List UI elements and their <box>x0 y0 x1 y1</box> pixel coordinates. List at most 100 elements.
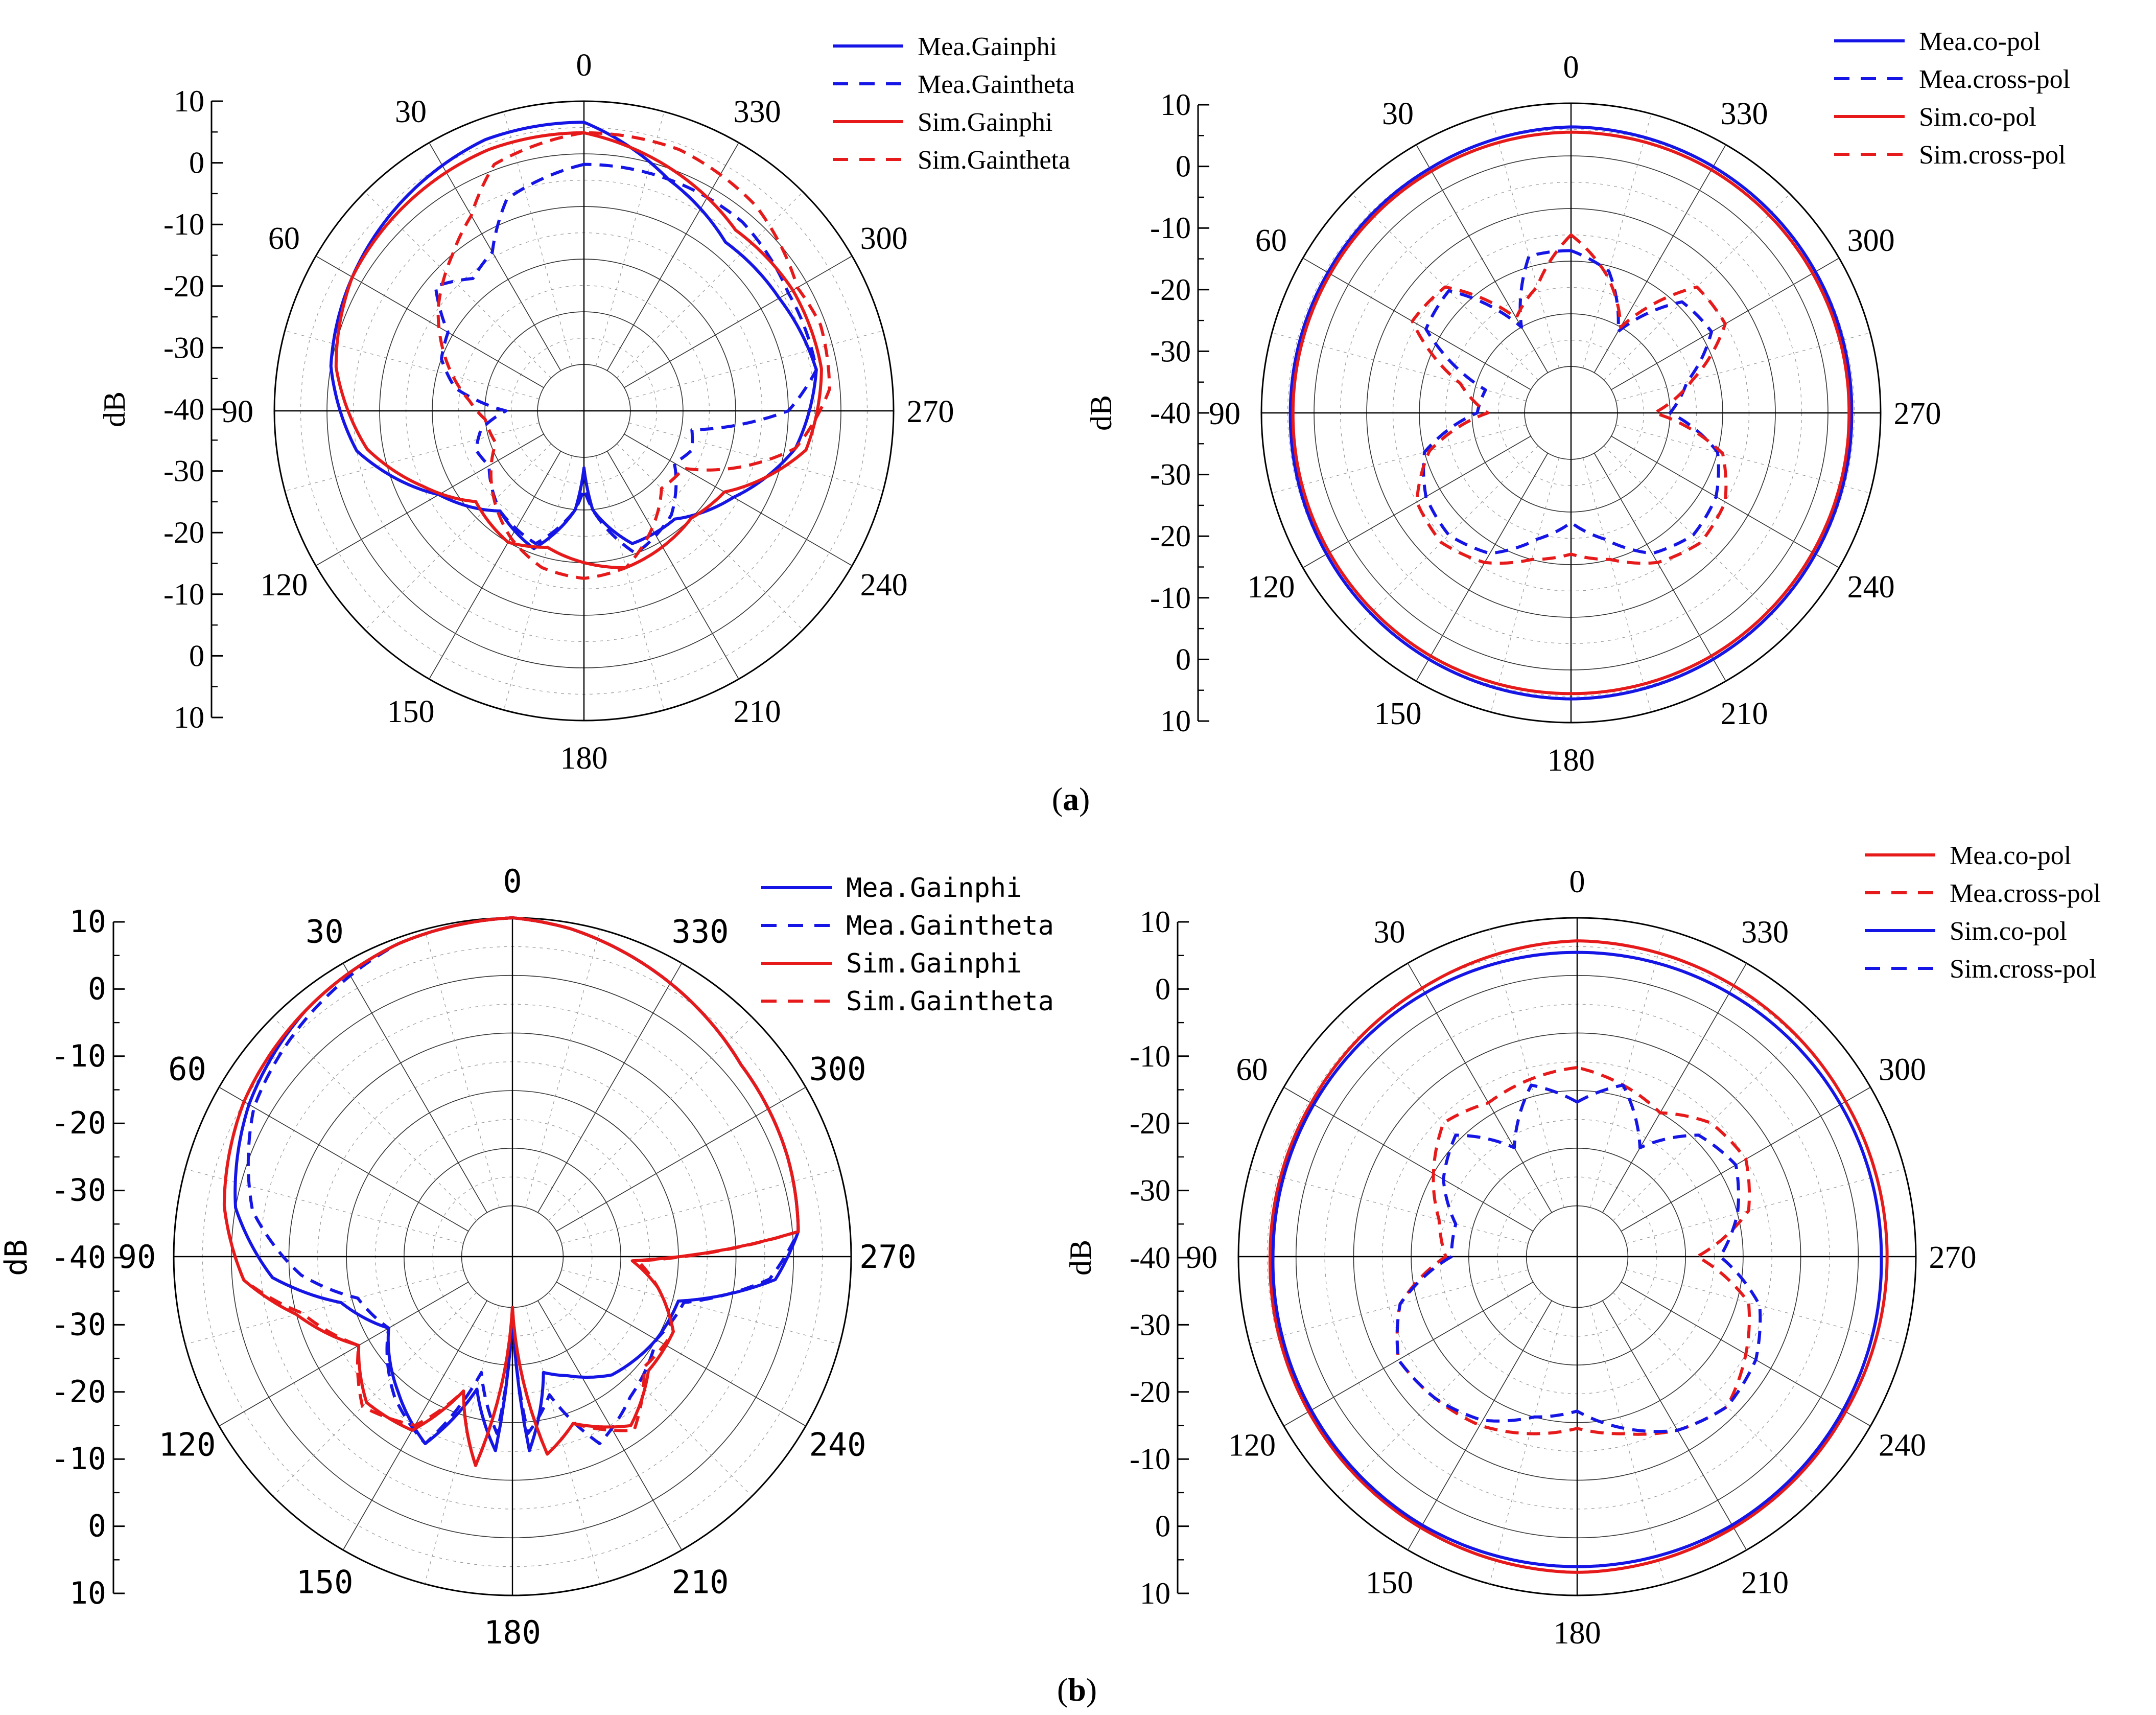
grid-spoke <box>1407 1300 1552 1550</box>
radial-tick-label: 0 <box>88 1509 106 1544</box>
grid-spoke <box>1626 1168 1905 1244</box>
grid-spoke <box>606 142 739 371</box>
angle-label-330: 330 <box>1721 97 1768 131</box>
grid-spoke <box>525 1305 601 1584</box>
legend-label: Sim.cross-pol <box>1950 955 2096 984</box>
grid-spoke <box>1626 1269 1905 1345</box>
radial-tick-label: 10 <box>69 904 106 940</box>
radial-tick-label: -40 <box>163 392 204 426</box>
radial-tick-label: -10 <box>1150 211 1191 245</box>
angle-label-270: 270 <box>859 1238 917 1276</box>
grid-spoke <box>616 192 803 379</box>
grid-spoke <box>1250 1269 1529 1345</box>
angle-label-30: 30 <box>1382 97 1414 131</box>
grid-spoke <box>606 451 739 680</box>
legend-label: Sim.cross-pol <box>1919 141 2066 170</box>
grid-spoke <box>1416 453 1549 682</box>
radial-tick-label: -10 <box>1130 1039 1170 1073</box>
legend-label: Mea.Gainphi <box>846 873 1022 903</box>
grid-spoke <box>616 443 803 630</box>
radial-tick-label: -20 <box>1150 519 1191 553</box>
legend-label: Mea.Gaintheta <box>846 911 1054 941</box>
radial-tick-label: -10 <box>163 577 204 611</box>
grid-spoke <box>537 1300 683 1550</box>
legend-label: Mea.co-pol <box>1950 841 2071 870</box>
radial-tick-label: -20 <box>1150 273 1191 307</box>
svg-text:(a): (a) <box>1052 781 1090 817</box>
grid-spoke <box>1602 963 1747 1213</box>
grid-spoke <box>595 111 665 366</box>
angle-label-0: 0 <box>1563 50 1579 85</box>
radial-tick-label: -20 <box>1130 1106 1170 1140</box>
angle-label-210: 210 <box>734 694 781 729</box>
grid-spoke <box>365 443 552 630</box>
radial-tick-label: 0 <box>189 639 204 673</box>
radial-tick-label: -30 <box>1150 458 1191 492</box>
grid-spoke <box>185 1269 464 1345</box>
grid-spoke <box>1302 435 1531 568</box>
angle-label-180: 180 <box>1548 743 1595 778</box>
legend-label: Sim.Gaintheta <box>846 986 1054 1017</box>
grid-spoke <box>285 330 540 400</box>
grid-spoke <box>424 1305 500 1584</box>
angle-label-90: 90 <box>1186 1240 1217 1275</box>
grid-spoke <box>624 256 853 388</box>
angle-label-30: 30 <box>395 95 427 129</box>
grid-spoke <box>365 192 552 379</box>
series-line-1 <box>1395 1066 1751 1436</box>
grid-spoke <box>1337 1292 1542 1497</box>
grid-spoke <box>1489 929 1564 1208</box>
grid-spoke <box>1490 113 1560 368</box>
radial-tick-label: 0 <box>1155 1510 1170 1543</box>
legend-label: Sim.Gainphi <box>846 948 1022 979</box>
polar-plot-b-right: 0 30 60 90 120 150 180 210 240 270 300 330 10 0 -10 -20… <box>1064 841 2101 1651</box>
angle-label-210: 210 <box>1721 697 1768 731</box>
series-line-1 <box>434 163 818 555</box>
series-line-1 <box>1422 249 1720 555</box>
svg-text:(b): (b) <box>1057 1672 1097 1708</box>
radial-tick-label: -20 <box>1130 1375 1170 1409</box>
radial-tick-label: -30 <box>51 1173 106 1209</box>
radial-tick-label: -10 <box>163 207 204 241</box>
grid-spoke <box>1272 424 1527 494</box>
angle-label-150: 150 <box>387 694 435 729</box>
radial-tick-label: 0 <box>1176 642 1191 676</box>
radial-tick-label: -30 <box>1130 1308 1170 1341</box>
grid-spoke <box>1407 963 1552 1213</box>
caption-a: (a) <box>1052 781 1090 817</box>
grid-spoke <box>429 142 561 371</box>
angle-label-180: 180 <box>484 1614 541 1651</box>
polar-plot-a-right: 0 30 60 90 120 150 180 210 240 270 300 330 10 0 -10 -20… <box>1084 27 2070 778</box>
series-line-3 <box>1395 1083 1762 1433</box>
angle-label-30: 30 <box>1374 915 1405 949</box>
grid-spoke <box>1593 453 1726 682</box>
grid-spoke <box>1590 929 1666 1208</box>
caption-b-letter: b <box>1068 1672 1086 1708</box>
radial-unit-label: dB <box>1064 1240 1097 1276</box>
grid-spoke <box>185 1168 464 1244</box>
polar-plot-b-left: 0306090120150180210240270300330100-10-20… <box>0 863 1054 1651</box>
radial-tick-label: -10 <box>1130 1442 1170 1476</box>
radial-tick-label: 0 <box>1176 150 1191 183</box>
angle-label-270: 270 <box>1894 397 1941 431</box>
series-line-0 <box>1268 939 1889 1574</box>
angle-label-90: 90 <box>1209 397 1240 431</box>
angle-label-330: 330 <box>1741 915 1789 949</box>
radial-tick-label: -10 <box>1150 581 1191 615</box>
grid-spoke <box>537 963 683 1213</box>
radial-tick-label: -20 <box>163 516 204 549</box>
angle-label-300: 300 <box>809 1051 866 1088</box>
legend-label: Mea.co-pol <box>1919 27 2041 56</box>
angle-label-60: 60 <box>1236 1053 1268 1087</box>
radial-tick-label: -20 <box>51 1105 106 1141</box>
grid-spoke <box>1593 144 1726 373</box>
radial-tick-label: -30 <box>163 331 204 364</box>
angle-label-240: 240 <box>1847 570 1895 605</box>
series-line-2 <box>1291 130 1851 696</box>
radial-tick-label: 0 <box>1155 972 1170 1006</box>
radial-tick-label: 10 <box>1160 88 1191 122</box>
grid-spoke <box>1272 332 1527 402</box>
grid-spoke <box>1582 457 1652 712</box>
grid-spoke <box>628 422 883 492</box>
series-line-0 <box>329 121 818 550</box>
